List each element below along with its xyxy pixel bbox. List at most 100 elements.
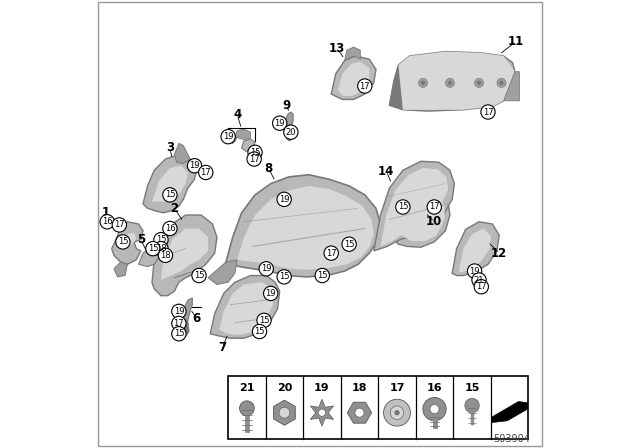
Circle shape xyxy=(358,79,372,93)
Text: 15: 15 xyxy=(259,316,269,325)
Polygon shape xyxy=(401,196,445,241)
Circle shape xyxy=(163,188,177,202)
Circle shape xyxy=(172,327,186,341)
Polygon shape xyxy=(394,190,450,247)
Circle shape xyxy=(192,268,206,283)
Text: 18: 18 xyxy=(352,383,367,392)
Circle shape xyxy=(247,152,261,166)
Circle shape xyxy=(257,313,271,327)
Circle shape xyxy=(277,270,291,284)
Circle shape xyxy=(116,235,130,249)
Polygon shape xyxy=(121,233,136,247)
Polygon shape xyxy=(220,282,273,335)
Text: 15: 15 xyxy=(465,383,480,392)
Text: 15: 15 xyxy=(279,272,289,281)
Text: 20: 20 xyxy=(276,383,292,392)
Circle shape xyxy=(252,324,267,339)
Polygon shape xyxy=(179,298,192,323)
Text: 19: 19 xyxy=(314,383,330,392)
Text: 1: 1 xyxy=(102,206,110,220)
Circle shape xyxy=(465,398,479,413)
Circle shape xyxy=(112,218,127,232)
Circle shape xyxy=(154,241,168,256)
Circle shape xyxy=(481,105,495,119)
Circle shape xyxy=(259,262,273,276)
Text: 19: 19 xyxy=(275,119,285,128)
Polygon shape xyxy=(152,166,188,202)
Circle shape xyxy=(474,78,484,87)
Circle shape xyxy=(198,165,213,180)
Text: 19: 19 xyxy=(279,195,289,204)
Circle shape xyxy=(154,233,168,247)
Polygon shape xyxy=(208,260,237,284)
Circle shape xyxy=(188,159,202,173)
Text: 17: 17 xyxy=(476,282,486,291)
Polygon shape xyxy=(242,139,255,151)
Text: 16: 16 xyxy=(427,383,442,392)
Circle shape xyxy=(383,399,410,426)
Circle shape xyxy=(315,268,330,283)
Circle shape xyxy=(172,316,186,331)
Text: 15: 15 xyxy=(164,190,175,199)
Text: 15: 15 xyxy=(156,235,166,244)
Text: 19: 19 xyxy=(261,264,271,273)
Polygon shape xyxy=(459,228,491,272)
Circle shape xyxy=(467,264,482,278)
Text: 5: 5 xyxy=(137,233,145,246)
Circle shape xyxy=(163,221,177,236)
Circle shape xyxy=(324,246,339,260)
Polygon shape xyxy=(452,222,499,276)
Text: 19: 19 xyxy=(173,307,184,316)
Circle shape xyxy=(477,81,481,85)
Circle shape xyxy=(239,401,254,416)
Polygon shape xyxy=(348,402,372,423)
Text: 8: 8 xyxy=(264,161,273,175)
Polygon shape xyxy=(338,62,369,96)
Circle shape xyxy=(221,129,236,144)
Circle shape xyxy=(273,116,287,130)
Text: 18: 18 xyxy=(160,251,171,260)
Circle shape xyxy=(472,273,486,287)
Text: 17: 17 xyxy=(173,319,184,328)
Circle shape xyxy=(448,81,452,85)
Polygon shape xyxy=(380,168,448,246)
Circle shape xyxy=(499,81,504,85)
Text: 16: 16 xyxy=(164,224,175,233)
Text: 19: 19 xyxy=(266,289,276,298)
Text: 17: 17 xyxy=(249,155,259,164)
Circle shape xyxy=(264,286,278,301)
Circle shape xyxy=(146,241,160,256)
Text: 16: 16 xyxy=(102,217,113,226)
Text: 17: 17 xyxy=(429,202,440,211)
Circle shape xyxy=(390,406,404,419)
Text: 2: 2 xyxy=(170,202,179,215)
Circle shape xyxy=(248,145,262,159)
Text: 15: 15 xyxy=(118,237,128,246)
Text: 18: 18 xyxy=(156,244,166,253)
Text: 17: 17 xyxy=(200,168,211,177)
Polygon shape xyxy=(389,52,515,111)
Text: 3: 3 xyxy=(166,141,174,155)
Text: 17: 17 xyxy=(360,82,370,90)
Polygon shape xyxy=(174,143,190,164)
Polygon shape xyxy=(310,399,333,426)
Text: 15: 15 xyxy=(250,148,260,157)
Circle shape xyxy=(474,280,488,294)
Polygon shape xyxy=(228,134,237,143)
Text: 17: 17 xyxy=(389,383,404,392)
Text: 20: 20 xyxy=(285,128,296,137)
Polygon shape xyxy=(237,186,374,270)
Text: 15: 15 xyxy=(254,327,265,336)
Circle shape xyxy=(355,408,364,417)
Circle shape xyxy=(423,397,446,421)
Circle shape xyxy=(284,125,298,139)
Circle shape xyxy=(396,200,410,214)
Circle shape xyxy=(277,192,291,207)
Polygon shape xyxy=(235,129,251,140)
Circle shape xyxy=(342,237,356,251)
Text: 21: 21 xyxy=(239,383,255,392)
Polygon shape xyxy=(504,72,520,101)
Circle shape xyxy=(445,78,454,87)
Circle shape xyxy=(430,405,439,414)
Text: 9: 9 xyxy=(282,99,291,112)
